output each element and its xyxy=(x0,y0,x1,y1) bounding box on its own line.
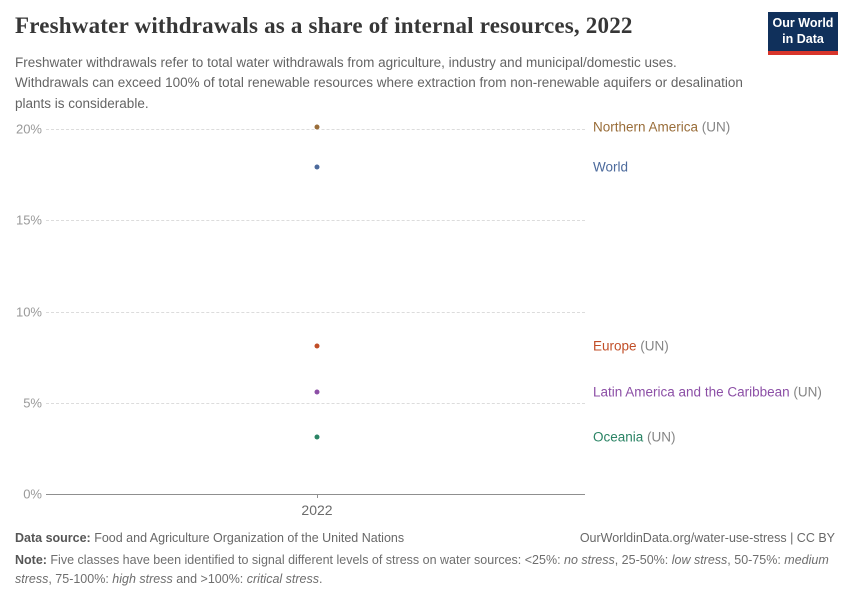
data-point-europe[interactable] xyxy=(314,343,320,349)
footer-source-row: Data source: Food and Agriculture Organi… xyxy=(15,531,835,545)
gridline-5pct xyxy=(46,403,585,404)
owid-logo-line2: in Data xyxy=(782,31,824,46)
series-label-northern-america[interactable]: Northern America (UN) xyxy=(593,120,730,135)
y-tick-label-10pct: 10% xyxy=(15,304,42,320)
x-axis-tick xyxy=(317,494,318,498)
series-name: Oceania xyxy=(593,429,644,445)
note-stress-class: medium stress xyxy=(15,553,829,586)
series-suffix: (UN) xyxy=(789,384,822,400)
note-stress-class: no stress xyxy=(564,553,615,567)
note-stress-class: low stress xyxy=(671,553,728,567)
note-text: . xyxy=(319,571,323,586)
series-name: Europe xyxy=(593,338,637,354)
note-text: , 50-75%: xyxy=(727,553,785,567)
gridline-15pct xyxy=(46,220,585,221)
y-tick-label-5pct: 5% xyxy=(23,395,42,411)
data-point-latin-america-and-the-caribbean[interactable] xyxy=(314,389,320,395)
note-text: and >100%: xyxy=(172,571,247,586)
owid-logo-line1: Our World xyxy=(772,16,834,31)
data-source-text: Food and Agriculture Organization of the… xyxy=(90,531,405,545)
series-name: Latin America and the Caribbean xyxy=(593,384,790,400)
series-suffix: (UN) xyxy=(698,119,731,135)
chart-subtitle: Freshwater withdrawals refer to total wa… xyxy=(15,55,743,111)
series-label-europe[interactable]: Europe (UN) xyxy=(593,339,669,354)
note-stress-class: high stress xyxy=(112,571,173,586)
series-name: World xyxy=(593,159,629,175)
series-label-world[interactable]: World xyxy=(593,160,628,175)
series-suffix: (UN) xyxy=(636,338,669,354)
chart-note: Note: Five classes have been identified … xyxy=(15,551,833,589)
series-label-latin-america-and-the-caribbean[interactable]: Latin America and the Caribbean (UN) xyxy=(593,384,822,399)
data-source-line: Data source: Food and Agriculture Organi… xyxy=(15,531,404,545)
note-label: Note: xyxy=(15,553,47,567)
data-source-label: Data source: xyxy=(15,531,91,545)
y-tick-label-20pct: 20% xyxy=(15,121,42,137)
owid-logo[interactable]: Our World in Data xyxy=(768,12,838,55)
data-point-northern-america[interactable] xyxy=(314,124,320,130)
y-tick-label-0pct: 0% xyxy=(23,486,42,502)
series-label-oceania[interactable]: Oceania (UN) xyxy=(593,430,676,445)
data-point-oceania[interactable] xyxy=(314,434,320,440)
y-tick-label-15pct: 15% xyxy=(15,212,42,228)
x-tick-label-2022: 2022 xyxy=(301,502,333,518)
owid-license-link[interactable]: OurWorldinData.org/water-use-stress | CC… xyxy=(579,531,835,545)
x-axis-line xyxy=(46,494,585,495)
note-text: , 75-100%: xyxy=(48,571,113,586)
note-text: Five classes have been identified to sig… xyxy=(46,553,565,567)
series-name: Northern America xyxy=(593,119,699,135)
data-point-world[interactable] xyxy=(314,164,320,170)
note-stress-class: critical stress xyxy=(246,571,319,586)
gridline-10pct xyxy=(46,312,585,313)
note-text: , 25-50%: xyxy=(614,553,672,567)
chart-title: Freshwater withdrawals as a share of int… xyxy=(15,13,633,38)
series-suffix: (UN) xyxy=(643,429,676,445)
